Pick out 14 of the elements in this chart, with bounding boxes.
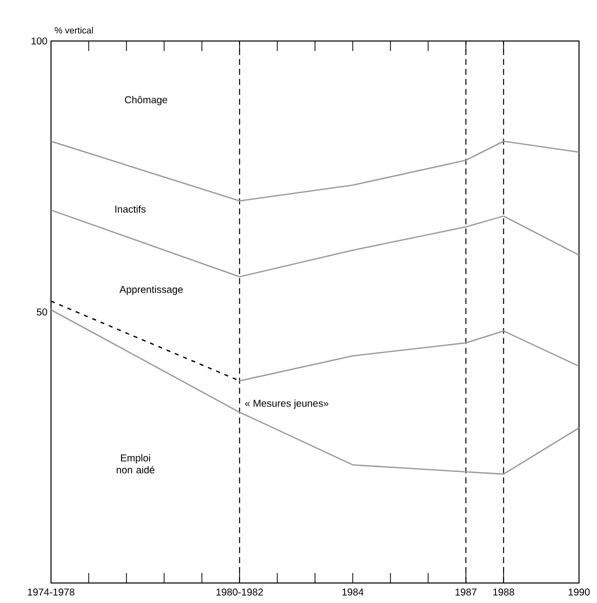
x-tick-label: 1984 xyxy=(342,588,364,596)
x-tick-label: 1990 xyxy=(568,588,590,596)
x-tick-label: 1987 xyxy=(456,588,476,596)
annotation: Inactifs xyxy=(115,205,146,213)
y-axis-title: % vertical xyxy=(54,26,93,34)
annotation: « Mesures jeunes» xyxy=(245,399,328,409)
x-tick-label: 1980-1982 xyxy=(216,588,263,596)
x-tick-label: 1988 xyxy=(493,588,514,596)
annotation: Apprentissage xyxy=(119,286,183,295)
x-tick-label: 1974-1978 xyxy=(28,588,74,596)
annotation: Emploi non aidé xyxy=(116,454,154,474)
annotation: Chômage xyxy=(124,96,168,106)
y-tick-label: 50 xyxy=(36,308,48,316)
y-tick-label: 100 xyxy=(32,37,48,45)
